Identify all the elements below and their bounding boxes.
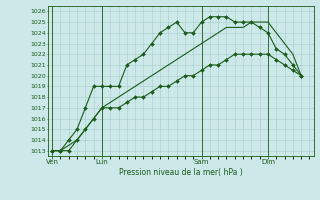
X-axis label: Pression niveau de la mer( hPa ): Pression niveau de la mer( hPa ) — [119, 168, 243, 177]
